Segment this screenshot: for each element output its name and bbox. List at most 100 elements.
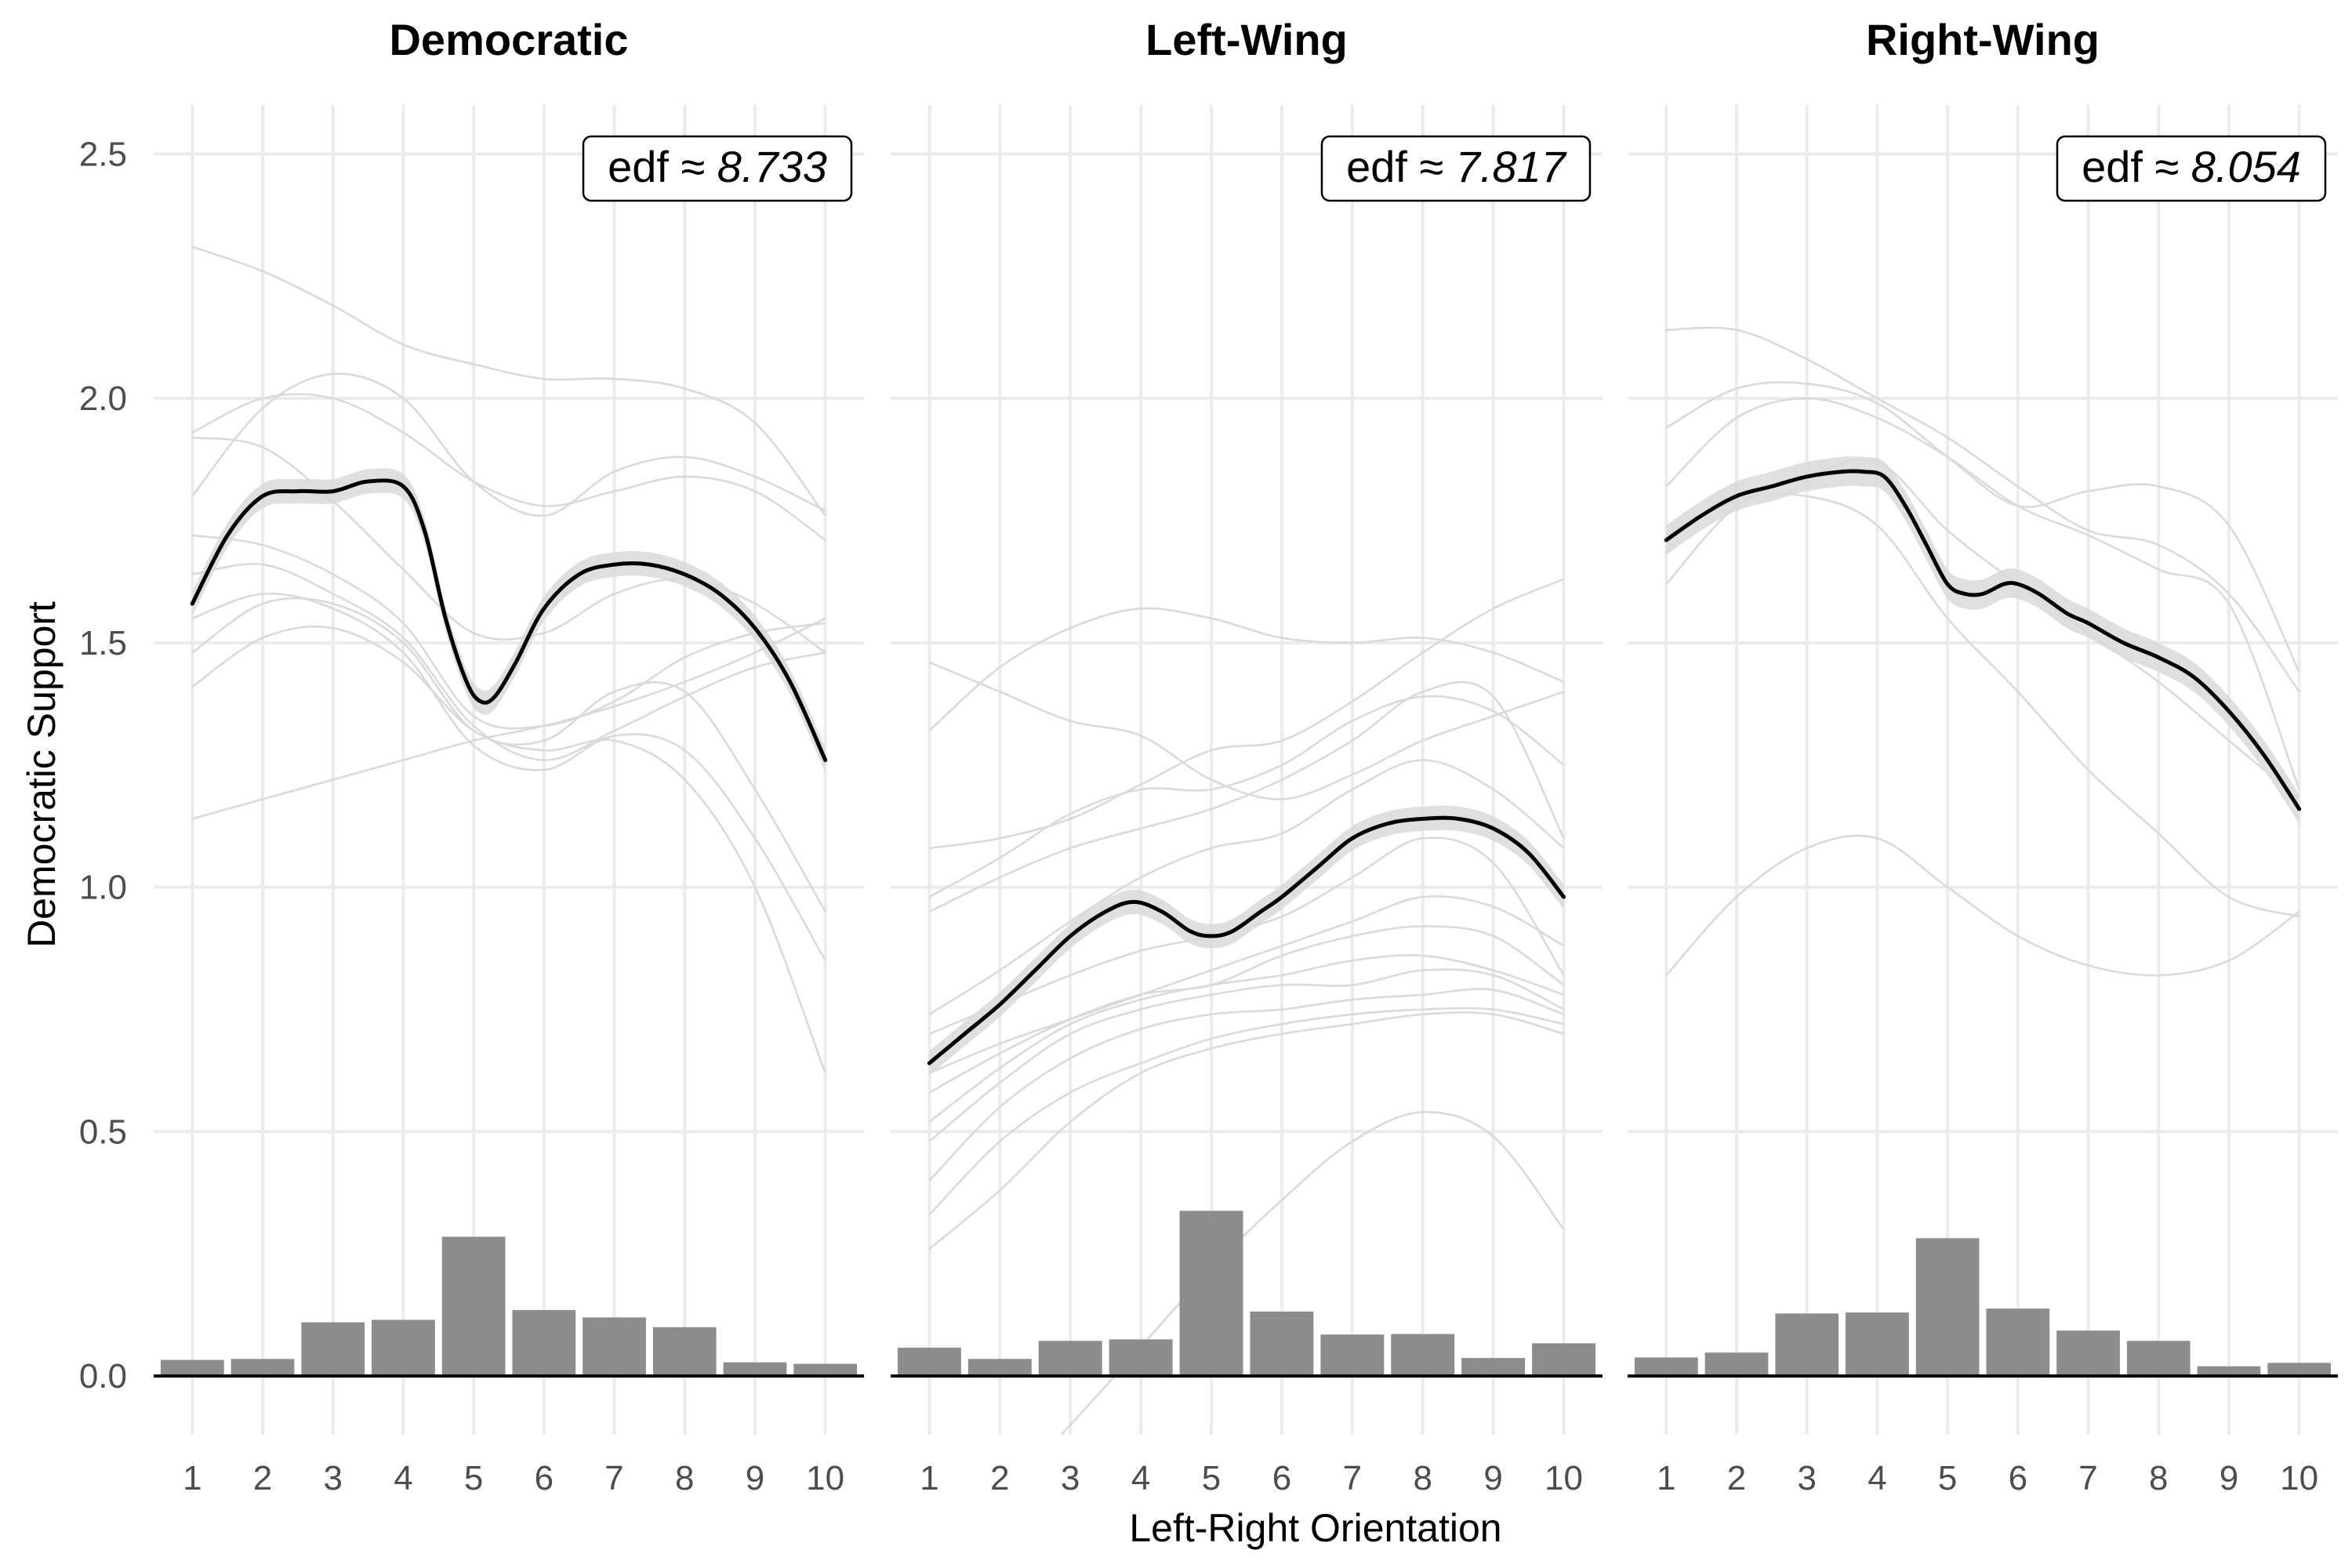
country-curve	[192, 563, 826, 761]
x-tick-label: 7	[2078, 1459, 2097, 1497]
x-tick-label: 1	[183, 1459, 201, 1497]
x-tick-label: 8	[2149, 1459, 2168, 1497]
country-curve	[928, 759, 1565, 1015]
edf-value: 7.817	[1456, 142, 1567, 191]
x-tick-label: 4	[394, 1459, 412, 1497]
country-curve	[1060, 1111, 1565, 1435]
country-curve	[928, 661, 1565, 800]
x-tick-label: 8	[675, 1459, 694, 1497]
country-curve	[192, 534, 826, 730]
country-curves-group	[928, 578, 1565, 1435]
country-curve	[928, 1011, 1564, 1250]
country-curve	[928, 988, 1565, 1181]
country-curve	[929, 578, 1565, 850]
edf-label: edf ≈ 8.054	[2082, 142, 2301, 191]
histogram-bar	[1250, 1311, 1314, 1377]
x-tick-label: 2	[1727, 1459, 1746, 1497]
histogram-bar	[512, 1310, 576, 1377]
histogram-bar	[1461, 1358, 1526, 1377]
country-curve	[191, 592, 826, 961]
y-tick-label: 0.5	[79, 1112, 127, 1151]
edf-value: 8.054	[2191, 142, 2301, 191]
x-tick-label: 10	[2280, 1459, 2318, 1497]
labels-layer: Democratic 1 2 3 4 5 6 7 8 9 10 Left-Wing 1 2 3 4 5 6 7 8 9 1…	[79, 15, 2318, 1497]
country-curve	[1665, 834, 2300, 977]
country-curve	[1665, 492, 2300, 918]
x-tick-label: 9	[2220, 1459, 2238, 1497]
y-tick-label: 0.0	[79, 1357, 127, 1396]
x-tick-label: 6	[535, 1459, 554, 1497]
histogram-bar	[1391, 1334, 1455, 1377]
x-tick-label: 9	[746, 1459, 764, 1497]
country-curve	[1666, 326, 2300, 692]
x-tick-label: 4	[1131, 1459, 1150, 1497]
x-axis-title: Left-Right Orientation	[1129, 1506, 1501, 1550]
histogram-bar	[160, 1359, 224, 1377]
x-tick-label: 9	[1483, 1459, 1502, 1497]
histogram-bar	[1179, 1210, 1243, 1377]
x-tick-label: 5	[1938, 1459, 1957, 1497]
country-curve	[928, 954, 1565, 1123]
x-tick-label: 10	[806, 1459, 844, 1497]
confidence-band	[1666, 456, 2299, 824]
x-tick-label: 7	[604, 1459, 623, 1497]
edf-box	[582, 135, 853, 202]
grid-layer	[154, 105, 2338, 1435]
edf-annotation-layer: edf ≈ 8.733 edf ≈ 7.817 edf ≈ 8.054	[582, 135, 2327, 202]
main-curve	[927, 815, 1566, 1065]
country-curve	[191, 372, 826, 517]
histogram-bar	[583, 1317, 646, 1377]
main-curve	[1664, 469, 2302, 811]
confidence-band	[192, 468, 826, 773]
x-tick-label: 4	[1867, 1459, 1886, 1497]
histogram-bar	[1846, 1312, 1909, 1377]
histogram-bar	[793, 1363, 858, 1377]
country-curves-group	[191, 245, 826, 1074]
country-curve	[928, 607, 1565, 732]
x-tick-label: 1	[920, 1459, 938, 1497]
country-curve	[928, 681, 1565, 913]
country-curve	[1665, 397, 2300, 790]
x-tick-label: 2	[253, 1459, 272, 1497]
histogram-bar	[652, 1327, 717, 1377]
x-tick-label: 5	[464, 1459, 483, 1497]
country-curve	[928, 968, 1565, 1142]
histogram-bar	[1986, 1308, 2050, 1377]
histogram-layer	[160, 1210, 2332, 1377]
edf-label: edf ≈ 7.817	[1346, 142, 1567, 191]
histogram-bar	[1704, 1352, 1769, 1377]
x-tick-label: 10	[1544, 1459, 1583, 1497]
edf-prefix: edf ≈	[2082, 142, 2191, 191]
y-axis-title: Democratic Support	[20, 601, 64, 948]
x-tick-label: 6	[2009, 1459, 2027, 1497]
x-tick-label: 1	[1657, 1459, 1675, 1497]
country-curve	[192, 436, 826, 654]
country-curve	[191, 597, 826, 913]
x-tick-label: 8	[1414, 1459, 1432, 1497]
histogram-bar	[1532, 1343, 1596, 1377]
histogram-bar	[2197, 1366, 2261, 1377]
histogram-bar	[1038, 1341, 1102, 1377]
x-tick-label: 6	[1272, 1459, 1291, 1497]
main-curve	[190, 478, 828, 762]
x-tick-label: 3	[1061, 1459, 1080, 1497]
country-curve	[191, 625, 826, 1074]
country-curve	[928, 895, 1565, 1074]
histogram-bar	[723, 1362, 787, 1377]
histogram-bar	[2056, 1330, 2120, 1377]
edf-prefix: edf ≈	[608, 142, 717, 191]
country-curve	[191, 393, 826, 541]
histogram-bar	[230, 1359, 295, 1377]
y-tick-label: 1.0	[79, 869, 127, 907]
histogram-bar	[1634, 1357, 1698, 1377]
x-tick-label: 3	[1798, 1459, 1817, 1497]
y-tick-label: 2.0	[79, 379, 127, 418]
country-curves-layer	[191, 245, 2300, 1435]
edf-label: edf ≈ 8.733	[608, 142, 827, 191]
edf-value: 8.733	[717, 142, 827, 191]
panel-title: Left-Wing	[1145, 15, 1348, 64]
country-curve	[928, 837, 1565, 1035]
edf-box	[1320, 135, 1592, 202]
country-curves-group	[1665, 326, 2300, 977]
